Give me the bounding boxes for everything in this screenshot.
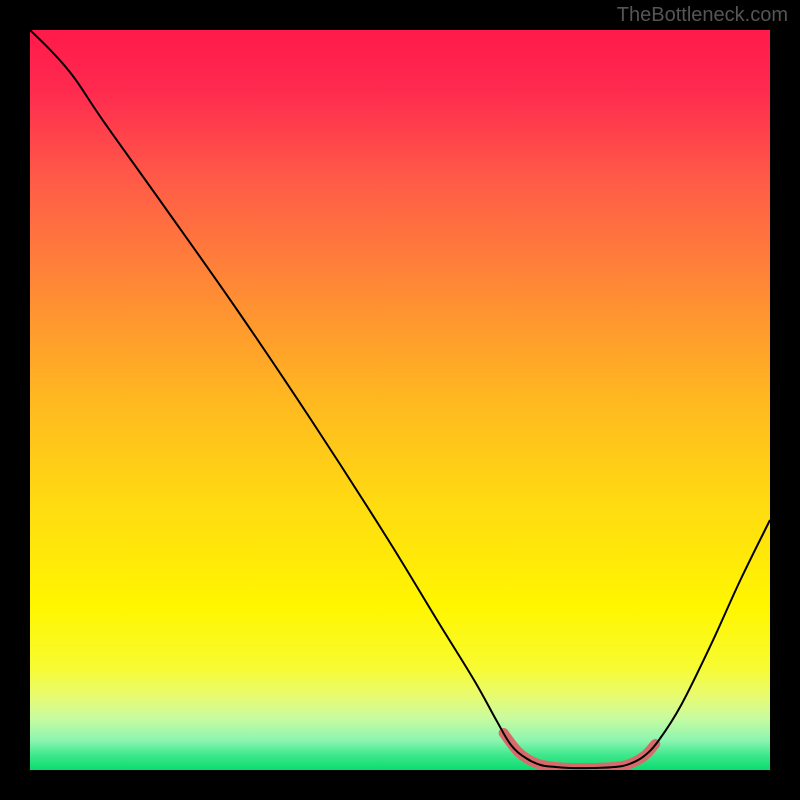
watermark-text: TheBottleneck.com xyxy=(617,4,788,27)
bottleneck-curve xyxy=(30,30,770,768)
chart-container xyxy=(30,30,770,770)
chart-curve-layer xyxy=(30,30,770,770)
